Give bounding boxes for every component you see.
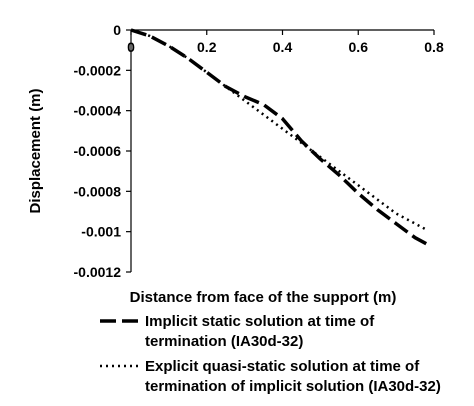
legend-label-implicit-line1: Implicit static solution at time of: [145, 313, 375, 330]
y-tick-label: -0.0006: [74, 143, 122, 159]
x-tick-label: 0.6: [349, 39, 369, 55]
x-tick-label: 0.2: [197, 39, 217, 55]
x-axis-label: Distance from face of the support (m): [130, 289, 397, 306]
legend-label-explicit-line2: termination of implicit solution (IA30d-…: [145, 378, 441, 395]
plot-axes: [126, 29, 435, 273]
legend-label-explicit-line1: Explicit quasi-static solution at time o…: [145, 358, 420, 375]
legend: Implicit static solution at time of term…: [100, 313, 441, 395]
x-tick-label: 0.8: [424, 39, 444, 55]
x-tick-labels: 0 0.2 0.4 0.6 0.8: [127, 39, 444, 55]
series-line-implicit: [130, 28, 428, 246]
y-tick-labels: 0 -0.0002 -0.0004 -0.0006 -0.0008 -0.001 -0.00…: [74, 22, 122, 280]
x-tick-label: 0: [127, 39, 135, 55]
x-tick-label: 0.4: [273, 39, 293, 55]
y-tick-label: -0.0008: [74, 183, 122, 199]
series-layer: [130, 28, 428, 246]
y-tick-label: 0: [113, 22, 121, 38]
series-line-explicit: [130, 28, 427, 231]
y-tick-label: -0.0012: [74, 264, 122, 280]
y-axis-label: Displacement (m): [27, 88, 44, 213]
y-tick-label: -0.0004: [74, 103, 122, 119]
y-tick-label: -0.0002: [74, 62, 122, 78]
y-tick-label: -0.001: [81, 224, 121, 240]
legend-label-implicit-line2: termination (IA30d-32): [145, 333, 303, 350]
